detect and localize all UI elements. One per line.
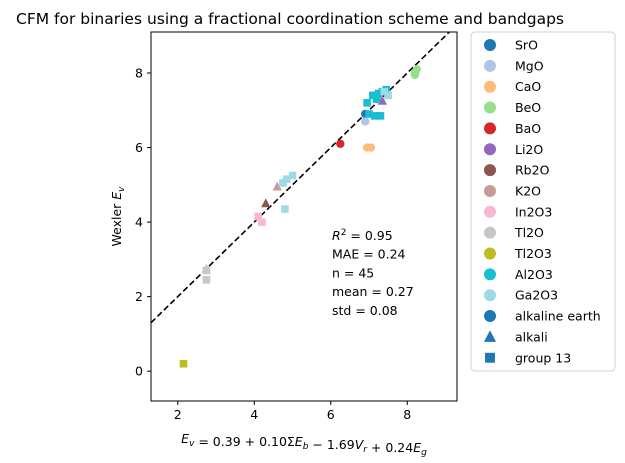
- legend-label-tl2o: Tl2O: [514, 225, 544, 240]
- data-point-ga2o3-square-4: [380, 87, 389, 96]
- legend-marker-ga2o3: [484, 289, 496, 302]
- legend-label-alkali: alkali: [515, 329, 548, 344]
- stats-annotation-line-2: n = 45: [332, 265, 374, 280]
- legend-label-mgo: MgO: [515, 58, 544, 73]
- data-point-ga2o3-square-2: [288, 171, 297, 180]
- legend-marker-alkaline-earth: [484, 310, 496, 323]
- legend-label-li2o: Li2O: [515, 142, 543, 157]
- data-point-tl2o-square-0: [202, 276, 211, 284]
- legend-label-bao: BaO: [515, 121, 541, 136]
- legend-label-tl2o3: Tl2O3: [514, 246, 552, 261]
- stats-annotation-line-4: std = 0.08: [332, 303, 398, 318]
- reference-line: [151, 32, 451, 324]
- data-point-al2o3-square-0: [363, 99, 371, 107]
- legend-label-rb2o: Rb2O: [515, 163, 550, 178]
- stats-annotation-line-3: mean = 0.27: [332, 284, 414, 299]
- data-point-rb2o-triangle-0: [261, 198, 271, 208]
- legend-frame: [470, 31, 616, 372]
- legend-label-group-13: group 13: [515, 350, 571, 365]
- legend-label-in2o3: In2O3: [515, 204, 552, 219]
- legend: SrO MgO CaO BeO BaO Li2O Rb2O K2O In2O3 Tl2O Tl2O3…: [470, 31, 616, 372]
- legend-label-cao: CaO: [515, 79, 541, 94]
- y-tick-label: 2: [135, 289, 143, 304]
- x-tick-label: 4: [250, 407, 258, 422]
- y-tick-label: 8: [135, 66, 143, 81]
- data-point-al2o3-square-8: [372, 95, 381, 103]
- data-point-al2o3-square-5: [370, 112, 379, 120]
- legend-marker-rb2o: [484, 164, 496, 177]
- data-point-in2o3-square-0: [254, 212, 262, 221]
- legend-label-sro: SrO: [515, 38, 538, 53]
- data-point-ga2o3-square-5: [384, 91, 392, 100]
- data-point-in2o3-square-1: [258, 218, 266, 226]
- legend-label-ga2o3: Ga2O3: [515, 288, 558, 303]
- legend-marker-al2o3: [484, 268, 496, 281]
- legend-marker-alkali: [483, 330, 497, 342]
- legend-marker-k2o: [484, 184, 496, 197]
- legend-marker-tl2o3: [484, 247, 496, 260]
- legend-marker-sro: [484, 39, 496, 51]
- legend-label-beo: BeO: [515, 100, 541, 115]
- data-point-tl2o-square-1: [202, 266, 211, 275]
- plot-area: 2 4 6 8 0 2 4 6 8 Ev = 0.39 + 0.10ΣEb − 1.69Vr + …: [109, 31, 458, 458]
- data-point-al2o3-square-2: [374, 89, 383, 98]
- data-point-tl2o3-square-0: [179, 359, 188, 368]
- legend-marker-cao: [484, 80, 496, 93]
- data-point-cao-circle-1: [366, 143, 376, 152]
- legend-marker-beo: [484, 101, 496, 114]
- data-point-ga2o3-square-1: [283, 175, 291, 184]
- legend-marker-mgo: [484, 59, 496, 72]
- plot-frame: [150, 31, 458, 402]
- x-tick-label: 8: [403, 407, 411, 422]
- legend-marker-group-13: [485, 352, 495, 363]
- legend-marker-bao: [484, 122, 496, 135]
- data-point-al2o3-square-7: [365, 110, 373, 118]
- data-point-ga2o3-square-3: [279, 179, 287, 187]
- data-points: [179, 65, 422, 368]
- stats-annotation-line-1: MAE = 0.24: [332, 247, 406, 262]
- data-point-al2o3-square-6: [376, 112, 385, 120]
- stats-annotation-line-0: R2 = 0.95: [332, 228, 393, 243]
- y-tick-label: 4: [135, 215, 143, 230]
- legend-marker-tl2o: [484, 226, 496, 239]
- x-axis-label: Ev = 0.39 + 0.10ΣEb − 1.69Vr + 0.24Eg: [181, 431, 427, 458]
- y-axis-label: Wexler Ev: [109, 186, 127, 247]
- data-point-ga2o3-square-0: [281, 205, 289, 213]
- y-tick-label: 6: [135, 140, 143, 155]
- data-point-k2o-triangle-0: [272, 181, 282, 191]
- data-point-al2o3-square-1: [369, 91, 377, 100]
- x-tick-label: 6: [327, 407, 335, 422]
- legend-marker-li2o: [484, 143, 496, 156]
- chart-title: CFM for binaries using a fractional coor…: [16, 10, 564, 28]
- data-point-bao-circle-0: [336, 139, 345, 149]
- y-tick-label: 0: [135, 364, 143, 379]
- legend-label-alkaline-earth: alkaline earth: [515, 309, 601, 324]
- legend-marker-in2o3: [484, 205, 496, 218]
- data-point-beo-circle-2: [410, 70, 420, 80]
- legend-label-k2o: K2O: [515, 183, 541, 198]
- data-point-mgo-circle-0: [361, 117, 370, 126]
- legend-label-al2o3: Al2O3: [515, 267, 553, 282]
- x-tick-label: 2: [174, 407, 182, 422]
